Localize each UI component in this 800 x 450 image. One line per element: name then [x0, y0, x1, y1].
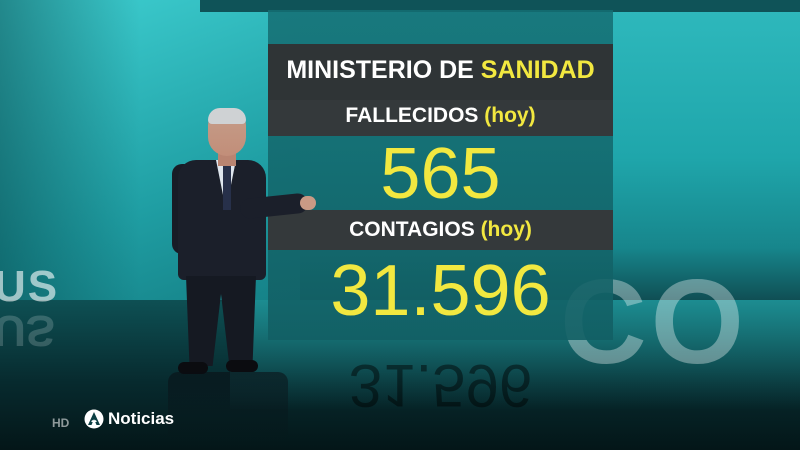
hd-badge: HD — [52, 416, 70, 430]
title-band — [268, 44, 613, 102]
infections-value-reflection: 31.596 — [348, 352, 533, 419]
studio-wall-shadow — [0, 0, 140, 330]
presenter-hand — [300, 196, 316, 210]
presenter-reflection — [168, 372, 288, 442]
deaths-label-text: FALLECIDOS — [345, 104, 479, 127]
presenter-tie — [223, 164, 231, 210]
deaths-label-qualifier: (hoy) — [484, 104, 536, 127]
stats-panel: MINISTERIO DE SANIDAD FALLECIDOS (hoy) 5… — [268, 10, 613, 340]
antena3-logo-icon — [84, 409, 104, 429]
background-left-text: US — [0, 262, 60, 311]
deaths-label: FALLECIDOS (hoy) — [268, 104, 613, 128]
infections-value: 31.596 — [330, 251, 551, 331]
presenter-hair — [208, 108, 246, 124]
background-left-text-reflection: US — [0, 306, 56, 355]
presenter-shoe-right — [226, 360, 258, 372]
infections-label-qualifier: (hoy) — [480, 218, 532, 241]
channel-name: Noticias — [108, 409, 175, 428]
presenter — [168, 108, 316, 378]
presenter-shoe-left — [178, 362, 208, 374]
infections-label-text: CONTAGIOS — [349, 218, 475, 241]
presenter-legs — [186, 276, 256, 366]
channel-logo: Noticias — [84, 409, 174, 429]
panel-title-highlight: SANIDAD — [480, 56, 595, 84]
infections-label-band — [268, 210, 613, 250]
studio-ceiling — [200, 0, 800, 12]
infections-label: CONTAGIOS (hoy) — [268, 218, 613, 242]
panel-title: MINISTERIO DE SANIDAD — [268, 56, 613, 85]
deaths-label-band — [268, 100, 613, 136]
deaths-value: 565 — [380, 134, 501, 214]
panel-title-prefix: MINISTERIO DE — [286, 56, 474, 84]
